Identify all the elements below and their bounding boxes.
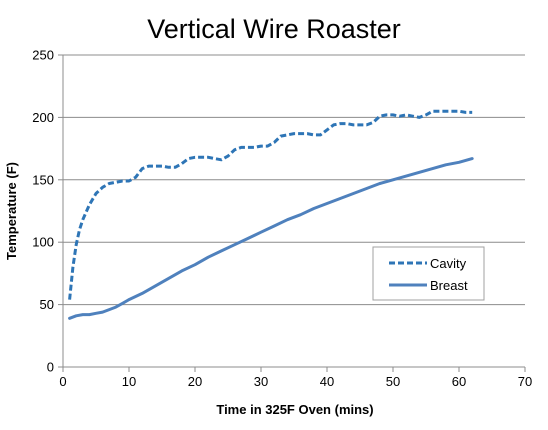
x-tick-label: 0 [59, 374, 66, 389]
x-tick-label: 50 [386, 374, 400, 389]
legend: Cavity Breast [372, 246, 485, 301]
y-tick-label: 250 [32, 48, 54, 63]
x-tick-label: 30 [254, 374, 268, 389]
y-tick-label: 50 [40, 297, 54, 312]
grid [63, 54, 525, 306]
x-tick-label: 20 [188, 374, 202, 389]
x-tick-label: 10 [122, 374, 136, 389]
series-line-cavity [68, 109, 473, 300]
x-tick-label: 40 [320, 374, 334, 389]
y-tick-label: 200 [32, 110, 54, 125]
y-tick-label: 100 [32, 235, 54, 250]
legend-label-cavity: Cavity [430, 256, 467, 271]
x-tick-label: 70 [518, 374, 532, 389]
legend-label-breast: Breast [430, 278, 468, 293]
x-axis-label: Time in 325F Oven (mins) [216, 402, 373, 417]
y-tick-label: 0 [47, 360, 54, 375]
y-axis-label: Temperature (F) [4, 162, 19, 260]
chart-title: Vertical Wire Roaster [147, 14, 401, 44]
legend-box [372, 246, 485, 301]
y-tick-label: 150 [32, 172, 54, 187]
x-tick-label: 60 [452, 374, 466, 389]
series-layer [68, 109, 474, 320]
series-line-breast [68, 157, 474, 320]
axes: 0 50 100 150 200 250 0 10 20 30 40 50 60 70 [32, 48, 532, 390]
